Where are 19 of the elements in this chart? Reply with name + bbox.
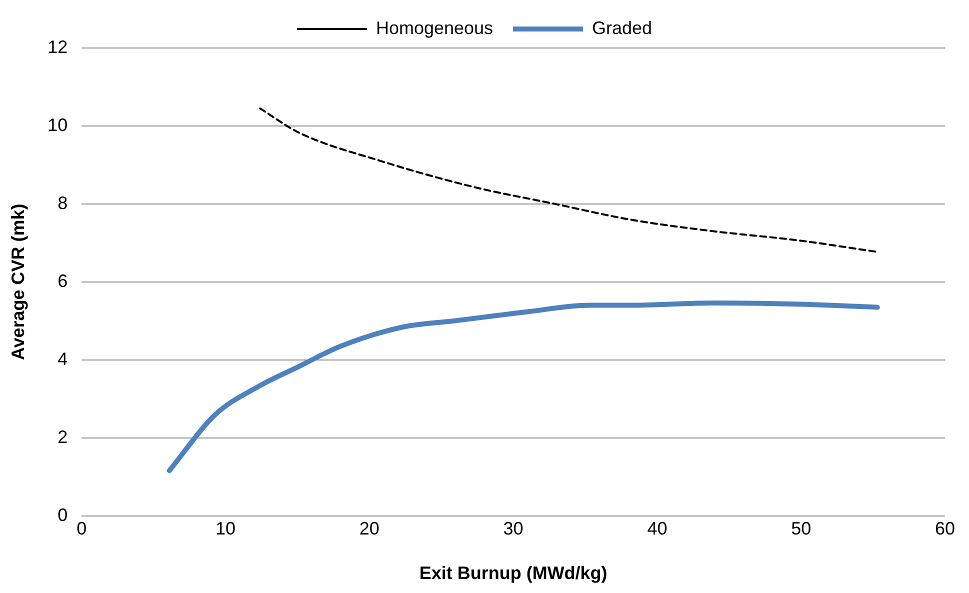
x-tick-label: 0 <box>76 518 87 539</box>
legend-label: Graded <box>592 18 652 38</box>
x-tick-label: 30 <box>503 518 524 539</box>
y-tick-label: 6 <box>58 270 68 291</box>
legend-label: Homogeneous <box>376 18 494 38</box>
x-tick-label: 40 <box>647 518 668 539</box>
y-tick-label: 10 <box>48 114 68 135</box>
y-tick-label: 4 <box>58 348 68 369</box>
y-axis-title: Average CVR (mk) <box>8 204 28 360</box>
line-series <box>259 107 878 253</box>
x-axis-title: Exit Burnup (MWd/kg) <box>419 563 608 584</box>
y-tick-label: 8 <box>58 192 68 213</box>
y-tick-label: 2 <box>58 426 68 447</box>
x-tick-label: 10 <box>216 518 236 539</box>
x-tick-label: 50 <box>791 518 812 539</box>
x-tick-label: 20 <box>359 518 380 539</box>
x-tick-label: 60 <box>934 518 956 539</box>
y-tick-label: 0 <box>58 504 68 525</box>
y-tick-label: 12 <box>48 36 68 57</box>
